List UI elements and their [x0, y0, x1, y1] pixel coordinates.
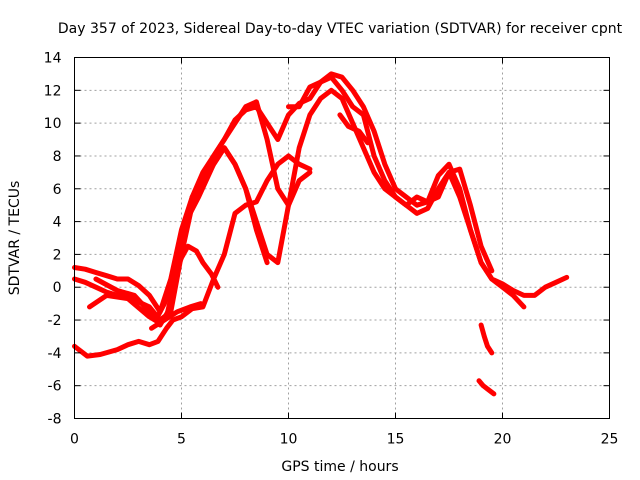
- plot-frame: [74, 57, 610, 419]
- data-series-track-11: [476, 378, 497, 397]
- y-tick-label: 0: [53, 280, 62, 296]
- data-series-track-9: [337, 112, 371, 146]
- x-tick-label: 10: [280, 432, 298, 448]
- chart-title: Day 357 of 2023, Sidereal Day-to-day VTE…: [58, 21, 623, 37]
- y-axis-label: SDTVAR / TECUs: [7, 181, 23, 296]
- data-series-track-10: [478, 322, 495, 356]
- y-tick-label: 4: [53, 215, 62, 231]
- y-tick-label: -2: [48, 313, 62, 329]
- data-series-track-4: [93, 145, 270, 328]
- x-tick-label: 20: [494, 432, 512, 448]
- x-tick-label: 0: [70, 432, 79, 448]
- y-tick-label: 6: [53, 182, 62, 198]
- data-series-group: [72, 71, 570, 397]
- data-series-track-6: [153, 243, 221, 323]
- data-series-track-8: [286, 74, 495, 274]
- y-tick-label: 10: [44, 116, 62, 132]
- data-series-track-7: [149, 301, 204, 331]
- y-tick-label: 2: [53, 247, 62, 263]
- y-tick-label: 12: [44, 83, 62, 99]
- y-tick-label: -4: [48, 346, 62, 362]
- grid-lines: [74, 57, 610, 419]
- x-tick-label: 5: [177, 432, 186, 448]
- y-tick-label: 14: [44, 51, 62, 67]
- axis-ticks: 0 5 10 15 20 25 -8 -6 -4 -2 0 2 4 6 8 10 12 14: [44, 51, 619, 448]
- x-tick-label: 25: [601, 432, 619, 448]
- x-axis-label: GPS time / hours: [281, 459, 398, 475]
- y-tick-label: 8: [53, 149, 62, 165]
- x-tick-label: 15: [387, 432, 405, 448]
- y-tick-label: -6: [48, 379, 62, 395]
- y-tick-label: -8: [48, 412, 62, 428]
